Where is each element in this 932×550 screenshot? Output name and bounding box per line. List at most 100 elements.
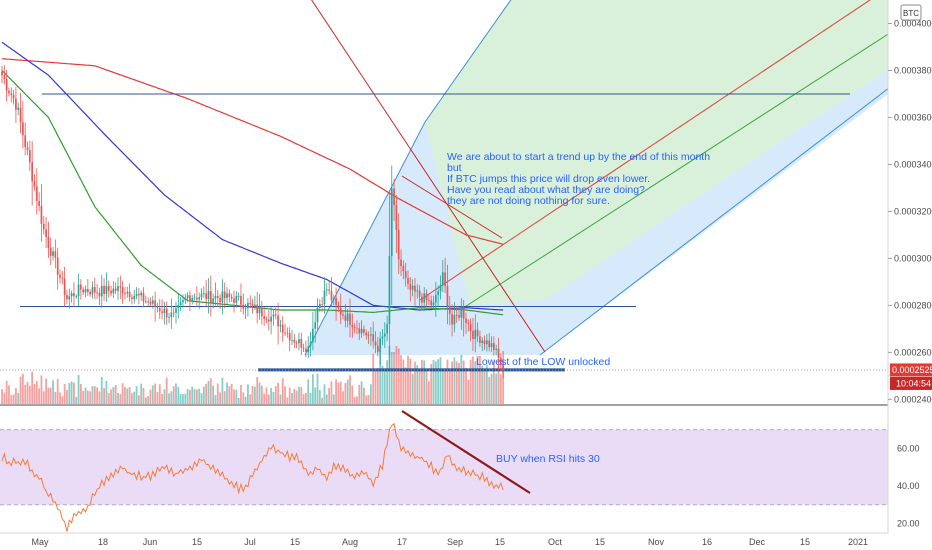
candle	[342, 310, 344, 320]
volume-bar	[479, 355, 481, 404]
candle	[219, 294, 221, 310]
volume-bar	[488, 377, 491, 404]
volume-bar	[265, 387, 268, 404]
candle	[370, 327, 372, 346]
candle	[374, 331, 377, 354]
candle	[346, 309, 349, 328]
volume-bar	[12, 394, 15, 404]
volume-bar	[418, 368, 421, 404]
candle	[455, 306, 458, 323]
candle	[360, 320, 363, 338]
volume-bar	[335, 379, 337, 404]
candle	[138, 287, 140, 305]
candle	[390, 165, 393, 305]
candle	[68, 288, 71, 309]
candle	[172, 307, 175, 318]
candle	[28, 140, 31, 172]
volume-bar	[279, 394, 282, 404]
volume-bar	[381, 366, 384, 404]
candle	[365, 329, 368, 340]
volume-bar	[119, 393, 122, 404]
symbol-badge[interactable]: BTC	[900, 4, 922, 21]
candle	[198, 292, 201, 310]
candle	[237, 292, 240, 301]
volume-bar	[288, 387, 291, 404]
main-note-line: We are about to start a trend up by the …	[447, 151, 710, 163]
candle	[212, 293, 214, 309]
candle	[196, 286, 198, 307]
volume-bar	[110, 389, 112, 404]
candle	[52, 246, 54, 261]
candle	[305, 340, 307, 358]
candle	[177, 294, 180, 319]
price-tick-label: 0.00024000	[894, 394, 932, 404]
volume-bar	[351, 385, 354, 404]
pitchfork-green-zone	[425, 0, 888, 305]
volume-bar	[82, 390, 85, 404]
time-tick-label: 17	[397, 537, 407, 547]
volume-bar	[495, 373, 498, 404]
candle	[425, 289, 428, 307]
volume-bar	[411, 373, 414, 404]
candle	[472, 318, 474, 351]
candle	[353, 323, 356, 334]
candle	[223, 282, 226, 309]
candle	[112, 281, 115, 299]
candle	[168, 313, 170, 324]
time-tick-label: Sep	[447, 537, 463, 547]
price-tick-label: 0.00038000	[894, 65, 932, 75]
volume-bar	[311, 374, 314, 404]
candle	[404, 262, 407, 287]
volume-bar	[66, 390, 68, 404]
volume-bar	[193, 389, 196, 404]
volume-bar	[100, 376, 103, 404]
candle	[47, 221, 50, 259]
volume-bar	[272, 392, 275, 404]
candle	[312, 312, 314, 351]
volume-bars	[1, 346, 505, 404]
candle	[8, 87, 10, 97]
volume-bar	[235, 389, 238, 404]
volume-bar	[367, 394, 370, 404]
volume-bar	[309, 392, 312, 404]
volume-bar	[379, 351, 382, 404]
candle	[230, 293, 233, 302]
volume-bar	[286, 397, 289, 404]
volume-bar	[274, 386, 277, 404]
volume-bar	[321, 397, 324, 404]
time-tick-label: Oct	[548, 537, 563, 547]
volume-bar	[437, 359, 440, 404]
candle	[82, 286, 85, 295]
volume-bar	[15, 387, 17, 404]
volume-bar	[330, 381, 333, 404]
symbol-badge-text: BTC	[903, 9, 919, 18]
volume-bar	[131, 393, 133, 404]
rsi-line	[1, 422, 504, 532]
rsi-trendline[interactable]	[401, 410, 531, 494]
candle	[288, 327, 291, 352]
pitchfork-outer-bottom-line	[539, 88, 888, 356]
volume-bar	[179, 394, 182, 404]
volume-bar	[425, 368, 428, 404]
volume-bar	[61, 396, 64, 404]
volume-bar	[73, 382, 75, 404]
pitchfork-slope-line	[401, 175, 503, 239]
rsi-pane: BUY when RSI hits 30	[0, 410, 888, 532]
volume-bar	[251, 385, 254, 404]
volume-bar	[298, 386, 300, 404]
pitchfork[interactable]	[304, 0, 932, 356]
volume-bar	[198, 388, 201, 404]
volume-bar	[390, 352, 393, 404]
candle	[105, 272, 108, 302]
candle	[335, 287, 337, 321]
price-axis-bg	[888, 0, 932, 533]
volume-bar	[460, 354, 463, 404]
volume-bar	[293, 388, 296, 404]
candle	[499, 353, 502, 371]
candle	[469, 318, 472, 342]
volume-bar	[386, 360, 389, 404]
volume-bar	[465, 367, 467, 404]
last-price-tag-bg	[890, 363, 932, 377]
candle	[91, 281, 94, 299]
